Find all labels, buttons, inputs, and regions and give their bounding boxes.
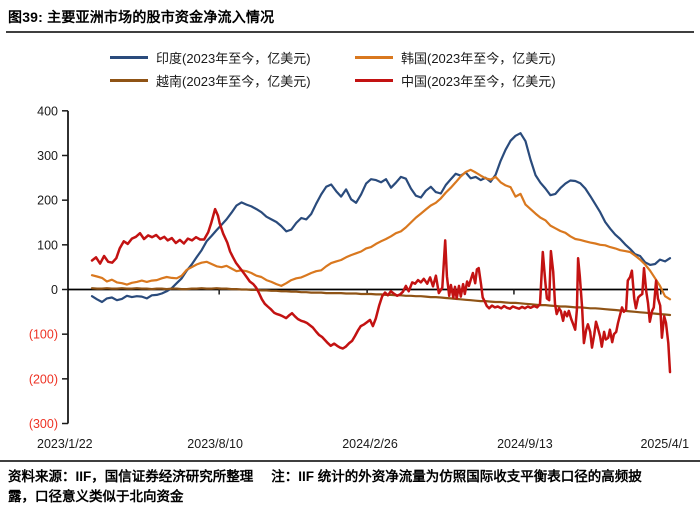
y-tick-label: 200 bbox=[37, 194, 58, 208]
x-tick-label: 2023/8/10 bbox=[187, 437, 243, 451]
legend-line-swatch-korea bbox=[355, 56, 393, 59]
legend-label-china: 中国(2023年至今，亿美元) bbox=[401, 74, 556, 89]
chart-legend: 印度(2023年至今，亿美元) 韩国(2023年至今，亿美元) 越南(2023年至今… bbox=[110, 46, 600, 92]
legend-line-swatch-china bbox=[355, 79, 393, 82]
footer-divider bbox=[0, 460, 700, 462]
legend-label-india: 印度(2023年至今，亿美元) bbox=[156, 51, 311, 66]
series-china bbox=[90, 207, 672, 374]
legend-item-korea: 韩国(2023年至今，亿美元) bbox=[355, 48, 600, 67]
x-tick-label: 2025/4/1 bbox=[640, 437, 689, 451]
series-vietnam bbox=[90, 287, 672, 317]
y-tick-label: 300 bbox=[37, 149, 58, 163]
legend-item-vietnam: 越南(2023年至今，亿美元) bbox=[110, 71, 355, 90]
y-tick-label: (100) bbox=[29, 328, 58, 342]
legend-line-swatch-india bbox=[110, 56, 148, 59]
legend-label-korea: 韩国(2023年至今，亿美元) bbox=[401, 51, 556, 66]
source-note: 资料来源：IIF，国信证券经济研究所整理 注：IIF 统计的外资净流量为仿照国际收… bbox=[8, 467, 668, 507]
legend-item-india: 印度(2023年至今，亿美元) bbox=[110, 48, 355, 67]
source-text: 资料来源：IIF，国信证券经济研究所整理 bbox=[8, 469, 254, 484]
legend-item-china: 中国(2023年至今，亿美元) bbox=[355, 71, 600, 90]
note-text: 注：IIF 统计的外资净流量为仿照国际收支平衡表口径的高频披露，口径意义类似于北… bbox=[8, 469, 642, 504]
x-tick-label: 2024/9/13 bbox=[497, 437, 553, 451]
series-korea bbox=[90, 168, 672, 301]
legend-label-vietnam: 越南(2023年至今，亿美元) bbox=[156, 74, 311, 89]
x-tick-label: 2024/2/26 bbox=[342, 437, 398, 451]
x-tick-label: 2023/1/22 bbox=[37, 437, 93, 451]
legend-line-swatch-vietnam bbox=[110, 79, 148, 82]
title-divider bbox=[6, 31, 694, 33]
y-tick-label: 100 bbox=[37, 238, 58, 252]
y-tick-label: (200) bbox=[29, 372, 58, 386]
y-tick-label: 400 bbox=[37, 104, 58, 118]
y-tick-label: (300) bbox=[29, 417, 58, 431]
y-tick-label: 0 bbox=[51, 283, 58, 297]
figure-title: 图39: 主要亚洲市场的股市资金净流入情况 bbox=[8, 9, 275, 25]
